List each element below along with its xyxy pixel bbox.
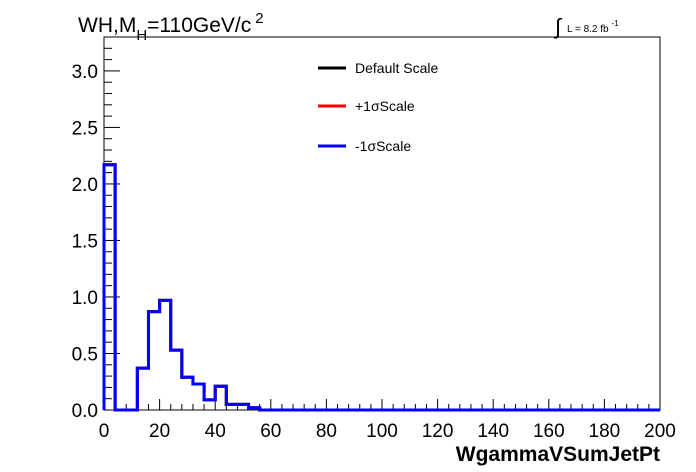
y-tick-label: 3.0 [72,62,98,83]
x-tick-label: 100 [366,421,398,442]
x-tick-label: 160 [533,421,565,442]
plot-frame [103,36,661,411]
y-tick-label: 1.5 [72,231,98,252]
x-tick-label: 180 [589,421,621,442]
title-superscript: 2 [255,10,263,27]
title-main: WH,M [78,14,136,37]
legend-label: +1σScale [355,98,415,114]
lumi-text: L = 8.2 fb [567,24,609,35]
title-rest: =110GeV/c [147,14,251,37]
series-line [102,163,660,412]
axes: 0 20 40 60 80 100 120 140 160 180 200 0.0 0.5 1.0 1.5 2… [72,36,676,442]
y-tick-label: 2.0 [72,175,98,196]
y-tick-label: 0.5 [72,344,98,365]
y-tick-label: 0.0 [72,401,98,422]
series-line [102,163,660,412]
legend-label: -1σScale [355,138,411,154]
lumi-superscript: -1 [612,19,620,28]
title-subscript: H [136,27,147,44]
legend-label: Default Scale [355,60,438,76]
x-tick-label: 120 [422,421,454,442]
series-layer [102,163,660,412]
x-tick-label: 0 [99,421,110,442]
x-tick-label: 60 [260,421,281,442]
lumi-integral: ∫ [553,14,563,39]
x-tick-label: 80 [316,421,337,442]
legend: Default Scale +1σScale -1σScale [318,60,438,154]
x-tick-label: 200 [644,421,676,442]
x-axis-label: WgammaVSumJetPt [456,443,660,466]
y-tick-label: 1.0 [72,288,98,309]
series-line [102,163,660,412]
y-tick-label: 2.5 [72,118,98,139]
lumi-label: L = 8.2 fb-1 [567,19,619,35]
x-tick-label: 140 [477,421,509,442]
x-tick-label: 20 [149,421,170,442]
x-tick-label: 40 [205,421,226,442]
chart-title: WH,MH=110GeV/c 2 [78,10,264,44]
